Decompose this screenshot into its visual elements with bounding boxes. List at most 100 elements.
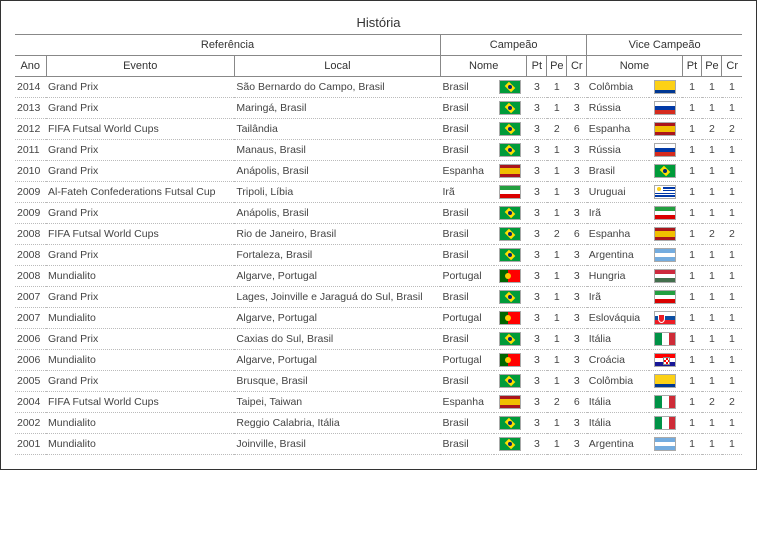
cell-runnerup-name: Argentina <box>587 434 649 455</box>
cell-runnerup-name: Croácia <box>587 350 649 371</box>
flag-icon <box>654 164 676 178</box>
cell-champion-pe: 1 <box>547 77 567 98</box>
cell-champion-cr: 6 <box>567 224 587 245</box>
cell-champion-flag <box>494 119 527 140</box>
flag-icon <box>499 353 521 367</box>
cell-champion-pt: 3 <box>527 308 547 329</box>
cell-runnerup-name: Brasil <box>587 161 649 182</box>
cell-runnerup-pe: 1 <box>702 245 722 266</box>
cell-evento: Mundialito <box>46 266 234 287</box>
cell-runnerup-cr: 2 <box>722 224 742 245</box>
cell-local: Algarve, Portugal <box>234 266 440 287</box>
cell-champion-cr: 3 <box>567 77 587 98</box>
table-row: 2006Grand PrixCaxias do Sul, BrasilBrasi… <box>15 329 742 350</box>
history-table: Referência Campeão Vice Campeão Ano Even… <box>15 34 742 455</box>
flag-icon <box>499 206 521 220</box>
cell-runnerup-pe: 1 <box>702 329 722 350</box>
cell-runnerup-pt: 1 <box>682 245 702 266</box>
cell-champion-name: Brasil <box>440 245 493 266</box>
cell-champion-pe: 1 <box>547 350 567 371</box>
cell-champion-pt: 3 <box>527 371 547 392</box>
flag-icon <box>654 206 676 220</box>
flag-icon <box>654 185 676 199</box>
cell-runnerup-pt: 1 <box>682 350 702 371</box>
cell-runnerup-flag <box>649 308 682 329</box>
cell-runnerup-pt: 1 <box>682 140 702 161</box>
cell-runnerup-name: Argentina <box>587 245 649 266</box>
cell-evento: Grand Prix <box>46 77 234 98</box>
cell-runnerup-flag <box>649 392 682 413</box>
cell-evento: FIFA Futsal World Cups <box>46 119 234 140</box>
cell-champion-cr: 3 <box>567 182 587 203</box>
cell-runnerup-name: Espanha <box>587 119 649 140</box>
cell-champion-pe: 1 <box>547 161 567 182</box>
cell-champion-flag <box>494 161 527 182</box>
cell-local: Anápolis, Brasil <box>234 203 440 224</box>
cell-runnerup-cr: 1 <box>722 98 742 119</box>
cell-champion-pe: 1 <box>547 371 567 392</box>
cell-runnerup-pe: 1 <box>702 371 722 392</box>
cell-champion-name: Brasil <box>440 413 493 434</box>
flag-icon <box>499 395 521 409</box>
table-body: 2014Grand PrixSão Bernardo do Campo, Bra… <box>15 77 742 455</box>
header-group-campeao: Campeão <box>440 35 586 56</box>
cell-runnerup-cr: 2 <box>722 119 742 140</box>
cell-local: Reggio Calabria, Itália <box>234 413 440 434</box>
cell-champion-pt: 3 <box>527 203 547 224</box>
cell-runnerup-cr: 1 <box>722 371 742 392</box>
cell-evento: Grand Prix <box>46 287 234 308</box>
cell-champion-flag <box>494 350 527 371</box>
cell-runnerup-name: Itália <box>587 329 649 350</box>
cell-champion-cr: 3 <box>567 434 587 455</box>
cell-champion-name: Brasil <box>440 98 493 119</box>
table-row: 2005Grand PrixBrusque, BrasilBrasil313Co… <box>15 371 742 392</box>
header-group-vice: Vice Campeão <box>587 35 742 56</box>
cell-champion-pt: 3 <box>527 245 547 266</box>
cell-runnerup-flag <box>649 98 682 119</box>
cell-runnerup-cr: 1 <box>722 266 742 287</box>
cell-runnerup-pe: 1 <box>702 266 722 287</box>
cell-runnerup-pe: 1 <box>702 161 722 182</box>
cell-champion-flag <box>494 434 527 455</box>
cell-champion-flag <box>494 182 527 203</box>
cell-ano: 2010 <box>15 161 46 182</box>
header-pt-v: Pt <box>682 56 702 77</box>
cell-champion-name: Brasil <box>440 140 493 161</box>
cell-runnerup-name: Rússia <box>587 98 649 119</box>
cell-ano: 2009 <box>15 203 46 224</box>
cell-ano: 2013 <box>15 98 46 119</box>
cell-local: Algarve, Portugal <box>234 350 440 371</box>
cell-champion-pe: 1 <box>547 140 567 161</box>
cell-champion-pe: 1 <box>547 182 567 203</box>
cell-champion-cr: 3 <box>567 350 587 371</box>
cell-local: Lages, Joinville e Jaraguá do Sul, Brasi… <box>234 287 440 308</box>
cell-runnerup-flag <box>649 371 682 392</box>
cell-ano: 2006 <box>15 329 46 350</box>
cell-champion-pt: 3 <box>527 350 547 371</box>
cell-champion-pt: 3 <box>527 392 547 413</box>
cell-runnerup-cr: 2 <box>722 392 742 413</box>
cell-champion-pt: 3 <box>527 119 547 140</box>
cell-runnerup-flag <box>649 434 682 455</box>
header-pe-c: Pe <box>547 56 567 77</box>
cell-runnerup-pe: 2 <box>702 392 722 413</box>
cell-runnerup-flag <box>649 119 682 140</box>
table-row: 2010Grand PrixAnápolis, BrasilEspanha313… <box>15 161 742 182</box>
cell-runnerup-name: Hungria <box>587 266 649 287</box>
cell-evento: Mundialito <box>46 308 234 329</box>
cell-champion-name: Brasil <box>440 203 493 224</box>
cell-champion-pt: 3 <box>527 182 547 203</box>
cell-ano: 2008 <box>15 224 46 245</box>
cell-ano: 2014 <box>15 77 46 98</box>
cell-runnerup-pt: 1 <box>682 287 702 308</box>
cell-runnerup-pe: 1 <box>702 434 722 455</box>
cell-ano: 2011 <box>15 140 46 161</box>
cell-runnerup-cr: 1 <box>722 287 742 308</box>
cell-runnerup-cr: 1 <box>722 434 742 455</box>
cell-champion-pt: 3 <box>527 287 547 308</box>
cell-champion-cr: 3 <box>567 287 587 308</box>
cell-runnerup-pe: 1 <box>702 98 722 119</box>
cell-runnerup-cr: 1 <box>722 245 742 266</box>
cell-local: Maringá, Brasil <box>234 98 440 119</box>
cell-runnerup-flag <box>649 140 682 161</box>
